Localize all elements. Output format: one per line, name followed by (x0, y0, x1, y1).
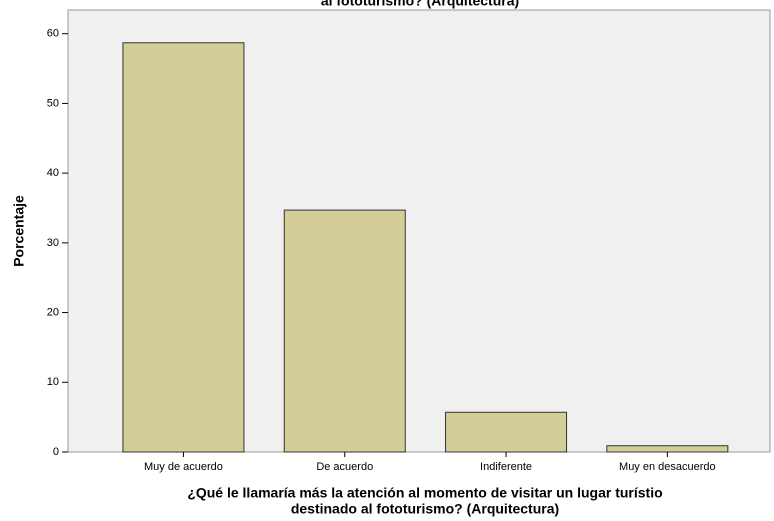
chart-title: al fototurismo? (Arquitectura) (321, 0, 519, 9)
y-tick-label: 50 (47, 97, 59, 109)
x-axis-label: ¿Qué le llamaría más la atención al mome… (187, 485, 662, 501)
y-tick-label: 20 (47, 306, 59, 318)
y-tick-label: 10 (47, 376, 59, 388)
y-tick-label: 0 (53, 446, 59, 458)
bar (445, 411, 568, 453)
x-tick-label: De acuerdo (316, 461, 373, 473)
y-tick-label: 40 (47, 167, 59, 179)
y-axis-label: Porcentaje (11, 195, 27, 267)
x-axis-label: destinado al fototurismo? (Arquitectura) (291, 501, 559, 517)
x-tick-label: Indiferente (480, 461, 532, 473)
bar (122, 42, 245, 453)
bar (606, 445, 729, 453)
y-tick-label: 60 (47, 28, 59, 40)
bar (283, 209, 406, 453)
y-tick-label: 30 (47, 237, 59, 249)
x-tick-label: Muy en desacuerdo (619, 461, 716, 473)
x-tick-label: Muy de acuerdo (144, 461, 223, 473)
